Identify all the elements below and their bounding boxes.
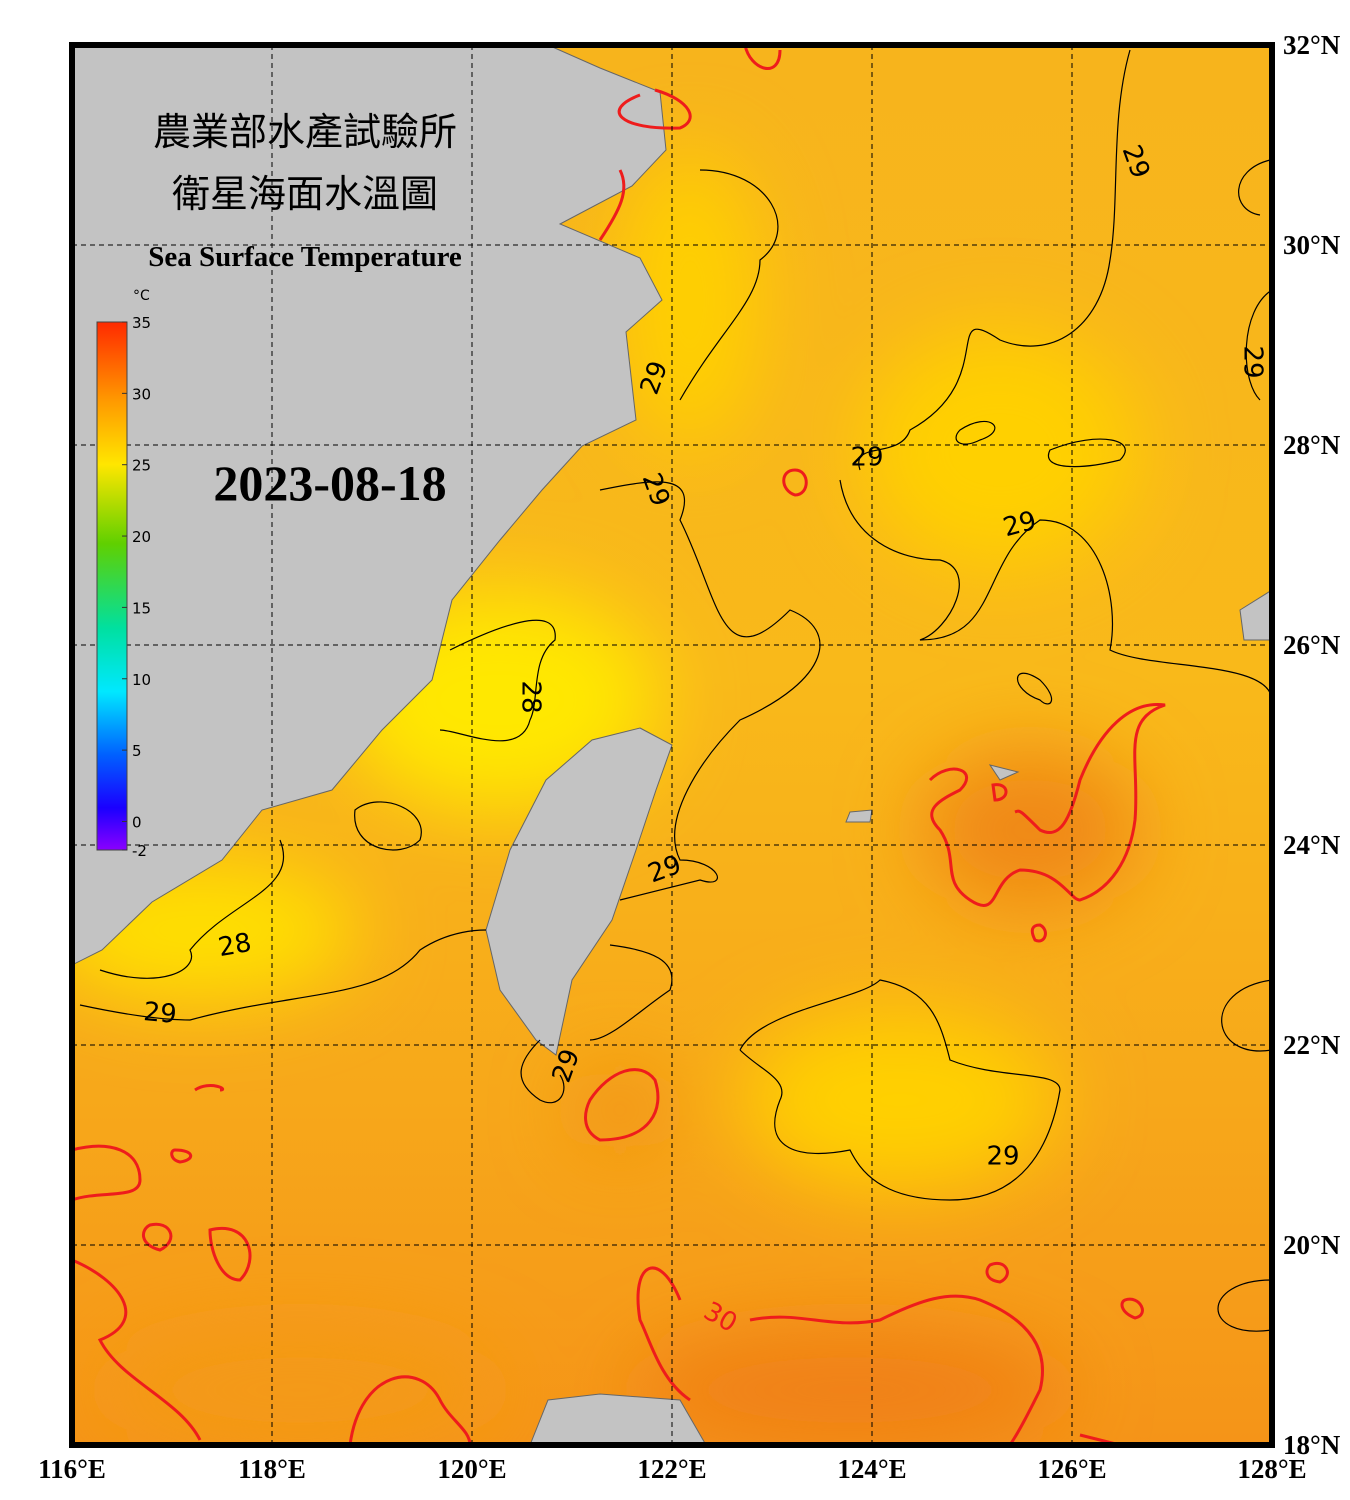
colorbar-tick-label: 5 — [132, 742, 142, 760]
lat-tick-label: 22°N — [1283, 1030, 1341, 1060]
colorbar-tick-label: 10 — [132, 671, 151, 689]
title-zh-1: 農業部水產試驗所 — [153, 112, 457, 154]
title-en: Sea Surface Temperature — [148, 241, 462, 273]
map-frame — [69, 42, 1275, 1448]
date: 2023-08-18 — [213, 455, 446, 511]
mainland — [72, 45, 667, 966]
title-zh-2: 衛星海面水溫圖 — [172, 174, 438, 216]
lon-tick-label: 118°E — [238, 1454, 306, 1484]
islands — [845, 589, 1272, 823]
lat-tick-label: 30°N — [1283, 230, 1341, 260]
colorbar-tick-label: 30 — [132, 385, 151, 403]
lat-tick-label: 24°N — [1283, 830, 1341, 860]
lat-tick-label: 20°N — [1283, 1230, 1341, 1260]
lat-tick-label: 26°N — [1283, 630, 1341, 660]
lat-tick-label: 18°N — [1283, 1430, 1341, 1460]
land — [72, 45, 1272, 1445]
lon-tick-label: 122°E — [637, 1454, 706, 1484]
isotherm-label: 29 — [986, 1142, 1019, 1172]
isotherm-label: 28 — [216, 928, 254, 963]
colorbar-tick-label: 25 — [132, 457, 151, 475]
isotherm-label: 28 — [516, 680, 546, 713]
taiwan — [485, 727, 673, 1056]
lon-tick-label: 126°E — [1037, 1454, 1106, 1484]
isotherms-30 — [72, 45, 1166, 1445]
colorbar-tick-label: 0 — [132, 813, 142, 831]
colorbar — [96, 321, 128, 851]
lon-tick-label: 124°E — [837, 1454, 906, 1484]
luzon — [529, 1393, 707, 1445]
isotherm-label: 29 — [1238, 345, 1268, 378]
colorbar-unit: °C — [133, 288, 150, 304]
graticule — [72, 45, 1272, 1445]
lon-tick-label: 116°E — [38, 1454, 106, 1484]
lat-tick-label: 28°N — [1283, 430, 1341, 460]
isotherms-29 — [79, 49, 1272, 1332]
colorbar-tick-label: 15 — [132, 599, 151, 617]
axes: 116°E 118°E 120°E 122°E 124°E 126°E 128°E 32°N 3… — [38, 30, 1341, 1484]
isotherm-label: 29 — [142, 997, 178, 1030]
lat-tick-label: 32°N — [1283, 30, 1341, 60]
isotherm-label: 29 — [850, 443, 883, 473]
colorbar-tick-label: 35 — [132, 314, 151, 332]
colorbar-tick-label: 20 — [132, 528, 151, 546]
colorbar-tick-label: -2 — [132, 842, 147, 860]
lon-tick-label: 120°E — [437, 1454, 506, 1484]
lon-tick-label: 128°E — [1237, 1454, 1306, 1484]
